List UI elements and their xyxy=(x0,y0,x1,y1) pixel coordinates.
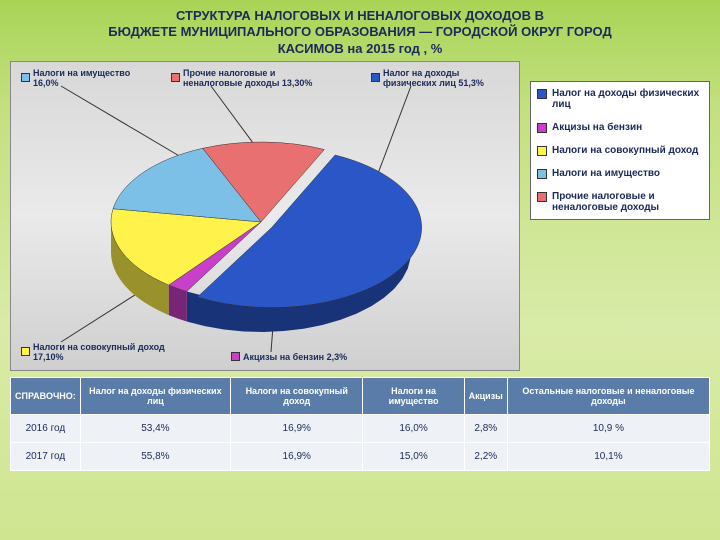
callout-text: Налоги на совокупный доход17,10% xyxy=(33,342,165,362)
callout-other: Прочие налоговые иненалоговые доходы 13,… xyxy=(171,68,312,88)
table-cell: 2017 год xyxy=(11,442,81,470)
table-header: Акцизы xyxy=(464,377,507,414)
legend-label: Акцизы на бензин xyxy=(552,122,642,133)
legend-label: Налоги на имущество xyxy=(552,168,660,179)
table-cell: 16,9% xyxy=(230,442,363,470)
table-cell: 53,4% xyxy=(80,414,230,442)
legend: Налог на доходы физических лиц Акцизы на … xyxy=(530,81,710,220)
legend-item: Налоги на имущество xyxy=(537,168,703,179)
callout-ndfl: Налог на доходыфизических лиц 51,3% xyxy=(371,68,484,88)
callout-akciz: Акцизы на бензин 2,3% xyxy=(231,352,347,362)
table-cell: 2,2% xyxy=(464,442,507,470)
chart-plot-bg: Налоги на имущество16,0% Прочие налоговые… xyxy=(10,61,520,371)
title-line: СТРУКТУРА НАЛОГОВЫХ И НЕНАЛОГОВЫХ ДОХОДО… xyxy=(20,8,700,24)
legend-item: Прочие налоговые и неналоговые доходы xyxy=(537,191,703,213)
legend-swatch xyxy=(537,89,547,99)
legend-swatch xyxy=(537,169,547,179)
chart-region: Налоги на имущество16,0% Прочие налоговые… xyxy=(10,61,710,371)
title-line: КАСИМОВ на 2015 год , % xyxy=(20,41,700,57)
legend-item: Налоги на совокупный доход xyxy=(537,145,703,156)
table-cell: 2,8% xyxy=(464,414,507,442)
table-header: Налог на доходы физических лиц xyxy=(80,377,230,414)
pie-chart xyxy=(101,112,431,362)
title-line: БЮДЖЕТЕ МУНИЦИПАЛЬНОГО ОБРАЗОВАНИЯ — ГОР… xyxy=(20,24,700,40)
legend-label: Налоги на совокупный доход xyxy=(552,145,698,156)
callout-text: Акцизы на бензин 2,3% xyxy=(243,352,347,362)
table-cell: 10,9 % xyxy=(507,414,709,442)
legend-swatch xyxy=(537,192,547,202)
table-cell: 55,8% xyxy=(80,442,230,470)
table-header: Налоги на имущество xyxy=(363,377,464,414)
callout-swatch xyxy=(231,352,240,361)
table-row: 2017 год55,8%16,9%15,0%2,2%10,1% xyxy=(11,442,710,470)
callout-text: Налог на доходыфизических лиц 51,3% xyxy=(383,68,484,88)
table-header: Остальные налоговые и неналоговые доходы xyxy=(507,377,709,414)
reference-table: СПРАВОЧНО:Налог на доходы физических лиц… xyxy=(10,377,710,471)
table-header: СПРАВОЧНО: xyxy=(11,377,81,414)
callout-text: Налоги на имущество16,0% xyxy=(33,68,130,88)
table-cell: 10,1% xyxy=(507,442,709,470)
table-header: Налоги на совокупный доход xyxy=(230,377,363,414)
table-cell: 16,0% xyxy=(363,414,464,442)
callout-sovok: Налоги на совокупный доход17,10% xyxy=(21,342,165,362)
callout-swatch xyxy=(21,73,30,82)
legend-swatch xyxy=(537,123,547,133)
legend-item: Налог на доходы физических лиц xyxy=(537,88,703,110)
table-row: 2016 год53,4%16,9%16,0%2,8%10,9 % xyxy=(11,414,710,442)
callout-text: Прочие налоговые иненалоговые доходы 13,… xyxy=(183,68,312,88)
table-cell: 16,9% xyxy=(230,414,363,442)
legend-label: Прочие налоговые и неналоговые доходы xyxy=(552,191,703,213)
legend-swatch xyxy=(537,146,547,156)
legend-item: Акцизы на бензин xyxy=(537,122,703,133)
callout-swatch xyxy=(171,73,180,82)
callout-swatch xyxy=(21,347,30,356)
callout-imush: Налоги на имущество16,0% xyxy=(21,68,130,88)
legend-label: Налог на доходы физических лиц xyxy=(552,88,703,110)
page-title: СТРУКТУРА НАЛОГОВЫХ И НЕНАЛОГОВЫХ ДОХОДО… xyxy=(0,0,720,61)
callout-swatch xyxy=(371,73,380,82)
table-cell: 15,0% xyxy=(363,442,464,470)
table-cell: 2016 год xyxy=(11,414,81,442)
